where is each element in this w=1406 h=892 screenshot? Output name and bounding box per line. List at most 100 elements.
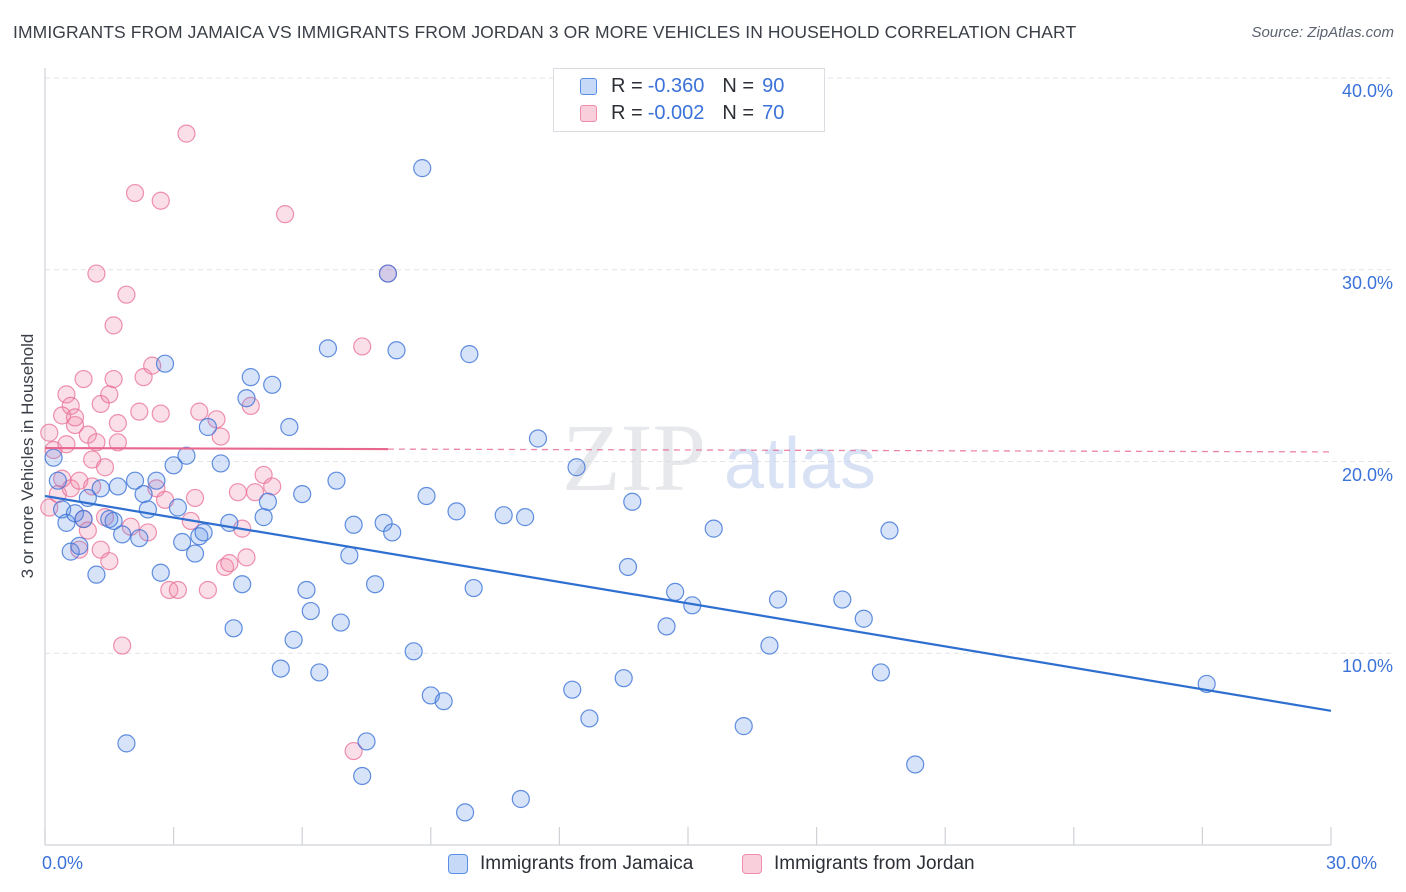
data-point-jamaica xyxy=(87,565,106,584)
legend-r-key: R = xyxy=(611,74,643,97)
data-point-jamaica xyxy=(113,525,132,544)
data-point-jamaica xyxy=(404,642,423,661)
legend-swatch-jordan xyxy=(742,854,762,874)
data-point-jamaica xyxy=(340,546,359,565)
data-point-jamaica xyxy=(614,669,633,688)
data-point-jamaica xyxy=(258,492,278,511)
legend-swatch-jamaica xyxy=(448,854,468,874)
data-point-jordan xyxy=(57,385,76,404)
data-point-jamaica xyxy=(130,529,149,548)
series-jordan-points xyxy=(40,124,398,761)
data-point-jamaica xyxy=(177,446,196,465)
legend-swatch-jordan xyxy=(580,104,597,122)
data-point-jamaica xyxy=(760,636,779,655)
data-point-jordan xyxy=(275,205,295,224)
data-point-jamaica xyxy=(353,766,372,786)
legend-r-value: -0.360 xyxy=(647,74,705,97)
data-point-jamaica xyxy=(211,454,230,473)
watermark-atlas: atlas xyxy=(724,424,876,504)
data-point-jamaica xyxy=(194,523,213,542)
data-point-jamaica xyxy=(567,458,586,477)
data-point-jamaica xyxy=(233,575,252,594)
data-point-jordan xyxy=(117,285,136,304)
data-point-jordan xyxy=(353,337,372,356)
data-point-jordan xyxy=(344,741,363,761)
data-point-jamaica xyxy=(327,471,346,490)
legend-item-jordan: Immigrants from Jordan xyxy=(742,852,975,876)
data-point-jamaica xyxy=(460,345,479,364)
chart-source: Source: ZipAtlas.com xyxy=(1251,24,1394,41)
data-point-jordan xyxy=(100,385,119,404)
legend-row-jordan: R = -0.002 N = 70 xyxy=(554,100,784,126)
gridlines xyxy=(45,77,1393,654)
data-point-jamaica xyxy=(1197,674,1216,694)
data-point-jamaica xyxy=(734,717,753,736)
data-point-jordan xyxy=(130,402,149,421)
legend-label-jordan: Immigrants from Jordan xyxy=(774,853,975,874)
data-point-jamaica xyxy=(185,544,205,563)
data-point-jamaica xyxy=(173,532,192,552)
data-point-jamaica xyxy=(224,619,243,638)
data-point-jamaica xyxy=(464,578,483,598)
data-point-jordan xyxy=(74,369,93,389)
y-tick-label: 20.0% xyxy=(1341,464,1393,485)
trend-lines xyxy=(44,446,1332,712)
data-point-jamaica xyxy=(528,429,548,448)
data-point-jamaica xyxy=(906,755,925,774)
data-point-jordan xyxy=(245,483,265,502)
legend-n-value: 90 xyxy=(762,74,785,97)
legend-r-value: -0.002 xyxy=(647,101,705,124)
y-tick-label: 40.0% xyxy=(1341,81,1393,101)
trend-line-jamaica xyxy=(44,494,1332,712)
data-point-jordan xyxy=(220,554,239,573)
stats-legend: R = -0.360 N = 90 R = -0.002 N = 70 xyxy=(553,68,825,132)
data-point-jamaica xyxy=(284,630,303,649)
data-point-jamaica xyxy=(138,500,157,519)
data-point-jordan xyxy=(190,402,209,421)
data-point-jamaica xyxy=(198,417,217,437)
data-point-jordan xyxy=(87,433,106,452)
data-point-jamaica xyxy=(871,663,891,682)
data-point-jamaica xyxy=(280,417,299,437)
data-point-jordan xyxy=(237,548,256,567)
legend-n-key: N = xyxy=(722,74,755,97)
data-point-jordan xyxy=(65,408,85,427)
data-point-jamaica xyxy=(271,659,290,678)
data-point-jamaica xyxy=(164,456,183,475)
data-point-jamaica xyxy=(44,448,63,467)
data-point-jordan xyxy=(87,264,106,283)
legend-label-jamaica: Immigrants from Jamaica xyxy=(480,853,694,874)
data-point-jamaica xyxy=(134,484,153,504)
data-point-jamaica xyxy=(263,375,282,394)
data-point-jamaica xyxy=(357,732,376,751)
data-point-jamaica xyxy=(657,617,676,636)
data-point-jordan xyxy=(108,433,127,452)
data-point-jamaica xyxy=(70,536,89,555)
data-point-jamaica xyxy=(318,339,338,358)
data-point-jamaica xyxy=(511,789,530,809)
data-point-jamaica xyxy=(331,613,350,632)
data-point-jamaica xyxy=(413,159,432,178)
data-point-jamaica xyxy=(417,486,436,506)
data-point-jamaica xyxy=(768,590,788,609)
data-point-jamaica xyxy=(151,563,170,582)
data-point-jamaica xyxy=(125,471,145,490)
trend-line-jordan-extension xyxy=(387,448,1332,453)
data-point-jordan xyxy=(185,488,205,508)
data-point-jamaica xyxy=(155,354,175,373)
data-point-jordan xyxy=(177,124,196,143)
data-point-jamaica xyxy=(447,502,466,521)
data-point-jamaica xyxy=(494,506,513,525)
legend-n-value: 70 xyxy=(762,101,785,124)
data-point-jordan xyxy=(151,404,170,423)
y-tick-label: 10.0% xyxy=(1341,656,1393,677)
data-point-jamaica xyxy=(383,523,402,542)
data-point-jamaica xyxy=(297,580,316,600)
data-point-jamaica xyxy=(237,389,256,408)
chart-title: IMMIGRANTS FROM JAMAICA VS IMMIGRANTS FR… xyxy=(13,22,1077,42)
y-tick-label: 30.0% xyxy=(1341,272,1393,293)
series-jamaica-points xyxy=(44,159,1216,822)
data-point-jamaica xyxy=(434,692,453,711)
data-point-jordan xyxy=(228,483,247,502)
data-point-jordan xyxy=(65,415,85,435)
